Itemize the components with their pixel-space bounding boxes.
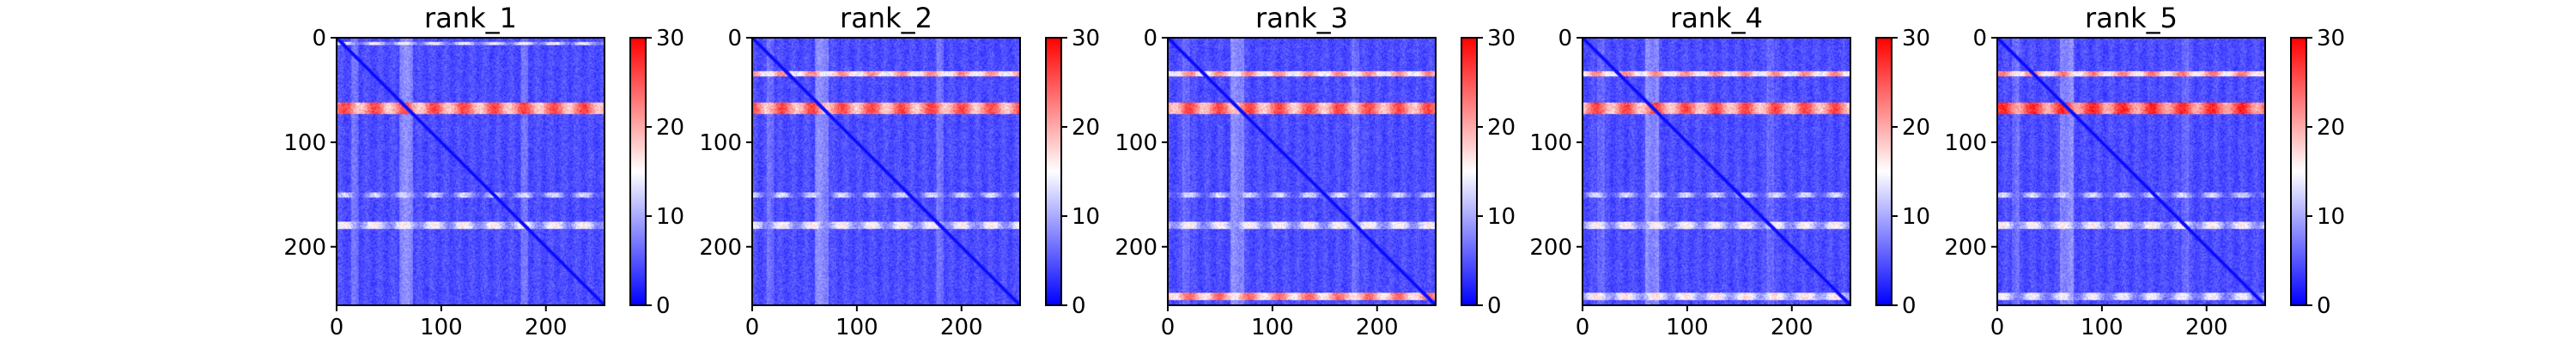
colorbar-tick-label: 20	[2317, 115, 2345, 141]
colorbar-tick-label: 10	[656, 204, 684, 230]
colorbar-tick-label: 20	[1902, 115, 1930, 141]
x-tick-label: 200	[1771, 315, 1814, 340]
x-tick-label: 100	[1251, 315, 1294, 340]
colorbar-tick-label: 10	[2317, 204, 2345, 230]
colorbar	[2291, 38, 2306, 305]
colorbar-tick-label: 30	[2317, 26, 2345, 51]
colorbar-tick-label: 0	[1072, 293, 1086, 319]
colorbar-frame	[1045, 37, 1062, 306]
y-tick-label: 0	[1558, 26, 1572, 51]
panel-title: rank_5	[2085, 2, 2178, 34]
colorbar-tick-label: 10	[1487, 204, 1516, 230]
y-tick-label: 200	[1529, 235, 1572, 261]
colorbar-tick-label: 0	[1902, 293, 1917, 319]
heatmap-image	[1583, 38, 1850, 305]
colorbar-tick-label: 20	[656, 115, 684, 141]
y-tick-label: 100	[1115, 130, 1157, 156]
colorbar-frame	[2290, 37, 2307, 306]
heatmap-panel-5: rank_5 0 100 200 0 100 200 0 10 20 30	[1944, 2, 2345, 340]
heatmap-panel-4: rank_4 0 100 200 0 100 200 0 10 20 30	[1529, 2, 1930, 340]
colorbar-tick-label: 10	[1902, 204, 1930, 230]
colorbar	[1876, 38, 1892, 305]
heatmap-panel-3: rank_3 0 100 200 0 100 200 0 10 20 30	[1115, 2, 1516, 340]
colorbar-tick-label: 10	[1072, 204, 1100, 230]
x-tick-label: 0	[330, 315, 344, 340]
axes-frame	[1996, 37, 2266, 306]
y-tick-label: 0	[1972, 26, 1987, 51]
colorbar-tick-label: 20	[1072, 115, 1100, 141]
heatmap-image	[1168, 38, 1436, 305]
x-tick-label: 200	[1356, 315, 1399, 340]
y-tick-label: 200	[699, 235, 742, 261]
axes-frame	[751, 37, 1021, 306]
heatmap-image	[337, 38, 605, 305]
x-tick-label: 100	[1666, 315, 1709, 340]
colorbar-tick-label: 30	[1902, 26, 1930, 51]
x-tick-label: 200	[940, 315, 983, 340]
x-tick-label: 200	[525, 315, 568, 340]
axes-frame	[336, 37, 605, 306]
axes-frame	[1582, 37, 1851, 306]
colorbar-tick-label: 0	[1487, 293, 1502, 319]
panel-title: rank_2	[840, 2, 933, 34]
colorbar	[1461, 38, 1477, 305]
heatmap-image	[752, 38, 1020, 305]
colorbar-frame	[629, 37, 647, 306]
colorbar	[1046, 38, 1061, 305]
heatmap-panel-1: rank_1 0 100 200 0 100 200 0 10 20 30	[283, 2, 684, 340]
y-tick-label: 0	[1143, 26, 1157, 51]
axes-frame	[1167, 37, 1437, 306]
x-tick-label: 0	[1990, 315, 2005, 340]
colorbar-tick-label: 20	[1487, 115, 1516, 141]
panel-title: rank_3	[1255, 2, 1348, 34]
colorbar	[630, 38, 646, 305]
y-tick-label: 200	[283, 235, 326, 261]
x-tick-label: 0	[745, 315, 760, 340]
y-tick-label: 200	[1115, 235, 1157, 261]
colorbar-tick-label: 0	[656, 293, 671, 319]
y-tick-label: 100	[283, 130, 326, 156]
x-tick-label: 100	[835, 315, 878, 340]
heatmap-image	[1997, 38, 2265, 305]
x-tick-label: 100	[420, 315, 463, 340]
colorbar-tick-label: 30	[1072, 26, 1100, 51]
y-tick-label: 0	[727, 26, 742, 51]
colorbar-tick-label: 30	[656, 26, 684, 51]
colorbar-tick-label: 30	[1487, 26, 1516, 51]
colorbar-frame	[1461, 37, 1478, 306]
panel-title: rank_4	[1670, 2, 1763, 34]
colorbar-tick-label: 0	[2317, 293, 2331, 319]
y-tick-label: 0	[312, 26, 326, 51]
x-tick-label: 0	[1576, 315, 1590, 340]
panel-title: rank_1	[424, 2, 517, 34]
y-tick-label: 200	[1944, 235, 1987, 261]
y-tick-label: 100	[1529, 130, 1572, 156]
x-tick-label: 200	[2185, 315, 2228, 340]
x-tick-label: 0	[1161, 315, 1176, 340]
x-tick-label: 100	[2081, 315, 2123, 340]
heatmap-panel-2: rank_2 0 100 200 0 100 200 0 10 20 30	[699, 2, 1100, 340]
y-tick-label: 100	[1944, 130, 1987, 156]
y-tick-label: 100	[699, 130, 742, 156]
colorbar-frame	[1875, 37, 1893, 306]
